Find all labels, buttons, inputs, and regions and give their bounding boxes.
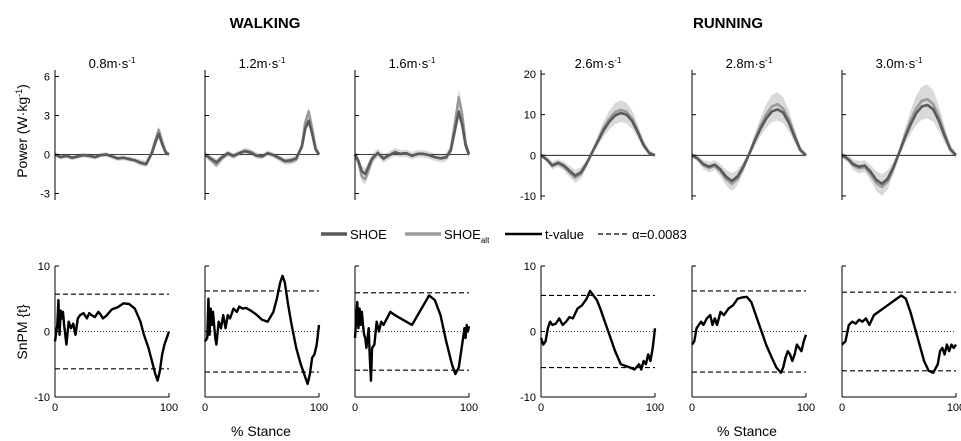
power-panel-title-0: 0.8m·s-1 <box>89 56 136 71</box>
power-ylabel-sup: -1 <box>14 89 24 97</box>
spm-xtick-label-2-0: 0 <box>352 402 358 414</box>
power-title-sup-5: -1 <box>915 56 923 65</box>
tvalue-line-1 <box>204 274 321 386</box>
power-band-5 <box>842 84 956 196</box>
legend: SHOE SHOEalt t-value α=0.0083 <box>321 227 687 245</box>
power-panel-1: 1.2m·s-1 <box>204 56 321 168</box>
walking-header: WALKING <box>230 15 301 32</box>
power-ytick-label-0-2: 0 <box>44 150 50 162</box>
spm-xtick-label-2-1: 100 <box>460 402 478 414</box>
spm-panel-3: 0 100 <box>538 289 664 414</box>
spm-xtick-label-3-0: 0 <box>538 402 544 414</box>
power-title-base-2: 1.6m·s <box>389 56 429 71</box>
spm-ytick-label-3-1: 0 <box>530 327 536 339</box>
spm-panel-5: 0 100 <box>839 291 961 414</box>
power-band-2 <box>355 88 469 185</box>
shoe-line-3 <box>540 111 656 177</box>
shoe-line-1 <box>204 119 321 164</box>
power-ytick-label-0-3: -3 <box>40 189 50 201</box>
running-header: RUNNING <box>693 15 763 32</box>
power-panel-title-4: 2.8m·s-1 <box>726 56 773 71</box>
power-panel-title-3: 2.6m·s-1 <box>575 56 622 71</box>
power-title-base-5: 3.0m·s <box>876 56 916 71</box>
shoe-alt-line-2 <box>353 96 471 181</box>
power-panel-title-1: 1.2m·s-1 <box>239 56 286 71</box>
spm-ytick-label-0-0: 10 <box>38 261 50 273</box>
legend-shoe-alt-base: SHOE <box>444 227 481 242</box>
tvalue-line-4 <box>691 295 808 374</box>
xlabel-running: % Stance <box>717 423 777 439</box>
power-panel-2: 1.6m·s-1 <box>353 56 471 185</box>
power-ylabel-end: ) <box>14 84 30 89</box>
power-ytick-label-0-0: 6 <box>44 72 50 84</box>
spm-xtick-label-3-1: 100 <box>646 402 664 414</box>
legend-tvalue-label: t-value <box>545 227 584 242</box>
power-panel-title-2: 1.6m·s-1 <box>389 56 436 71</box>
spm-xtick-label-4-0: 0 <box>689 402 695 414</box>
tvalue-line-2 <box>353 294 471 382</box>
legend-shoe-alt-label: SHOEalt <box>444 227 490 245</box>
power-panel-3: 2.6m·s-1 <box>540 56 656 184</box>
shoe-line-4 <box>691 108 807 183</box>
legend-shoe-label: SHOE <box>350 227 387 242</box>
spm-xtick-label-5-0: 0 <box>839 402 845 414</box>
spm-ytick-label-3-2: -10 <box>520 392 536 404</box>
power-band-4 <box>692 92 806 191</box>
power-ytick-label-3-3: -10 <box>520 191 536 203</box>
tvalue-line-5 <box>841 294 957 374</box>
spm-ytick-label-0-1: 0 <box>44 327 50 339</box>
tvalue-line-3 <box>539 289 657 371</box>
shoe-line-0 <box>54 132 170 166</box>
spm-ytick-label-3-0: 10 <box>524 261 536 273</box>
xlabel-walking: % Stance <box>231 423 291 439</box>
spm-xtick-label-1-0: 0 <box>202 402 208 414</box>
spm-panel-1: 0 100 <box>202 274 328 414</box>
spm-xtick-label-0-1: 100 <box>160 402 178 414</box>
power-band-0 <box>55 126 169 168</box>
power-ylabel-main: Power (W·kg <box>14 97 30 178</box>
power-title-base-4: 2.8m·s <box>726 56 766 71</box>
spm-xtick-label-0-0: 0 <box>52 402 58 414</box>
spm-panel-4: 0 100 <box>689 290 815 414</box>
power-title-base-1: 1.2m·s <box>239 56 279 71</box>
spm-ytick-label-0-2: -10 <box>34 392 50 404</box>
power-panel-4: 2.8m·s-1 <box>691 56 807 191</box>
power-title-base-0: 0.8m·s <box>89 56 129 71</box>
power-title-sup-0: -1 <box>128 56 136 65</box>
spm-xtick-label-5-1: 100 <box>947 402 961 414</box>
legend-shoe-alt-sub: alt <box>481 236 490 245</box>
power-ytick-label-3-0: 20 <box>524 69 536 81</box>
spm-panel-0: 0 100 <box>52 293 178 414</box>
spm-xtick-label-4-1: 100 <box>797 402 815 414</box>
power-ytick-label-3-1: 10 <box>524 110 536 122</box>
legend-alpha-label: α=0.0083 <box>632 227 687 242</box>
spm-xtick-label-1-1: 100 <box>310 402 328 414</box>
power-panel-title-5: 3.0m·s-1 <box>876 56 923 71</box>
power-ytick-label-3-2: 0 <box>530 150 536 162</box>
power-title-base-3: 2.6m·s <box>575 56 615 71</box>
power-panel-5: 3.0m·s-1 <box>841 56 957 196</box>
spm-panel-2: 0 100 <box>352 292 478 414</box>
power-title-sup-3: -1 <box>614 56 622 65</box>
power-ytick-label-0-1: 3 <box>44 111 50 123</box>
power-panel-0: 0.8m·s-1 <box>54 56 170 168</box>
spm-ylabel: SnPM {t} <box>14 304 30 360</box>
power-title-sup-4: -1 <box>765 56 773 65</box>
power-ylabel: Power (W·kg-1) <box>14 84 30 178</box>
tvalue-line-0 <box>53 298 171 382</box>
shoe-line-5 <box>841 103 957 186</box>
power-title-sup-1: -1 <box>278 56 286 65</box>
power-title-sup-2: -1 <box>428 56 436 65</box>
shoe-line-2 <box>353 110 471 176</box>
